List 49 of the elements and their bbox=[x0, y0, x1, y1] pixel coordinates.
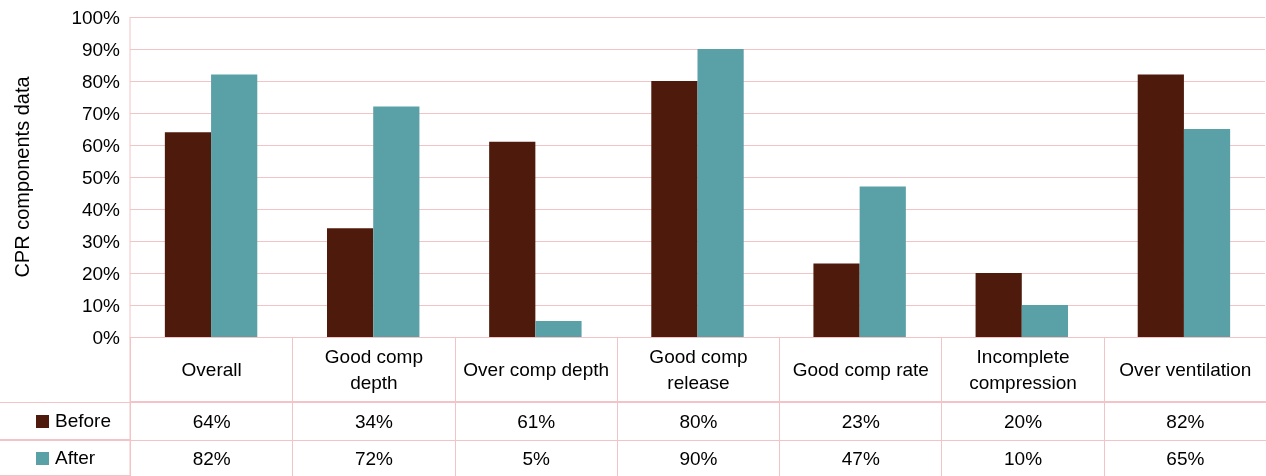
data-label: 34% bbox=[292, 402, 456, 441]
x-tick-label: Overall bbox=[181, 357, 242, 382]
bar bbox=[373, 106, 420, 337]
y-tick-label: 20% bbox=[81, 262, 121, 284]
legend-label: Before bbox=[55, 409, 111, 433]
x-tick-label: Incomplete compression bbox=[968, 344, 1078, 395]
y-tick-label: 0% bbox=[92, 326, 121, 348]
y-tick-label: 50% bbox=[81, 166, 121, 188]
data-label: 90% bbox=[616, 440, 781, 476]
x-tick-label: Over ventilation bbox=[1119, 357, 1252, 382]
data-label: 80% bbox=[616, 402, 781, 441]
bar bbox=[813, 263, 860, 337]
data-label: 5% bbox=[454, 440, 618, 476]
data-label: 72% bbox=[292, 440, 456, 476]
data-label: 61% bbox=[454, 402, 618, 441]
y-tick-label: 10% bbox=[81, 294, 121, 316]
x-tick-label: Over comp depth bbox=[463, 357, 610, 382]
data-label: 64% bbox=[130, 402, 294, 441]
bar bbox=[697, 49, 744, 337]
bar bbox=[1183, 129, 1231, 337]
data-label: 47% bbox=[779, 440, 943, 476]
data-label: 20% bbox=[941, 402, 1105, 441]
y-tick-label: 80% bbox=[81, 70, 121, 92]
bar bbox=[975, 273, 1022, 337]
bar bbox=[164, 132, 212, 337]
bar bbox=[535, 321, 582, 337]
y-tick-label: 90% bbox=[81, 38, 121, 60]
y-tick-label: 70% bbox=[81, 102, 121, 124]
y-tick-label: 100% bbox=[71, 6, 121, 28]
legend-label: After bbox=[55, 446, 96, 470]
bar bbox=[651, 81, 698, 337]
data-label: 65% bbox=[1103, 440, 1266, 476]
x-tick-label: Good comp depth bbox=[323, 344, 425, 395]
bar bbox=[211, 74, 258, 337]
data-label: 82% bbox=[130, 440, 294, 476]
bar bbox=[859, 186, 906, 337]
data-label: 23% bbox=[779, 402, 943, 441]
y-tick-label: 60% bbox=[81, 134, 121, 156]
x-tick-label: Good comp rate bbox=[792, 357, 929, 382]
data-label: 82% bbox=[1103, 402, 1266, 441]
y-tick-label: 40% bbox=[81, 198, 121, 220]
y-axis-title: CPR components data bbox=[11, 75, 33, 278]
bar bbox=[489, 141, 536, 337]
bar bbox=[327, 228, 374, 337]
bar bbox=[1021, 305, 1068, 337]
bar bbox=[1137, 74, 1184, 337]
x-tick-label: Good comp release bbox=[648, 344, 749, 395]
data-label: 10% bbox=[941, 440, 1105, 476]
y-tick-label: 30% bbox=[81, 230, 121, 252]
